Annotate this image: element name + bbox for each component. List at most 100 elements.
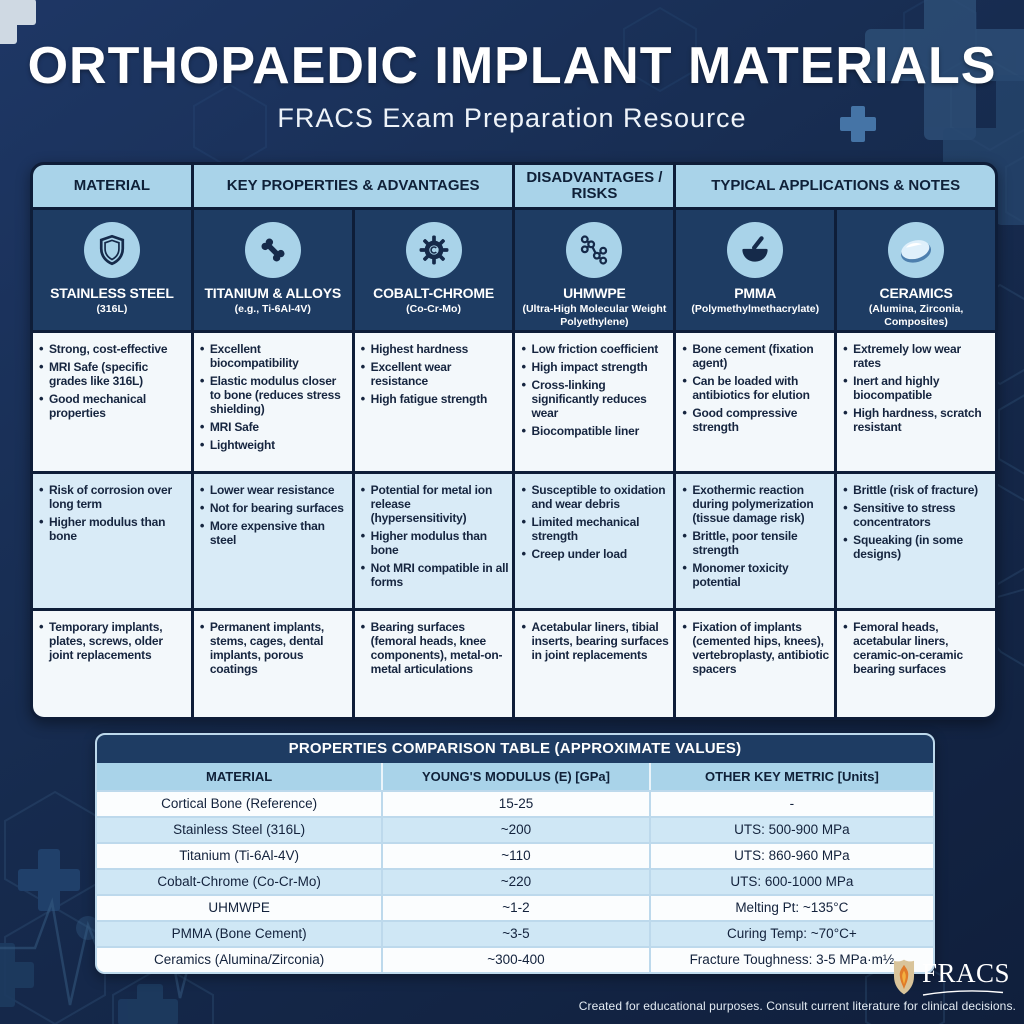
bullet-item: Creep under load (520, 546, 669, 561)
disadvantages-cell-titanium: Lower wear resistance Not for bearing su… (193, 474, 352, 608)
ceramic-stone-icon (888, 222, 945, 278)
cell-material: UHMWPE (208, 900, 270, 915)
disclaimer-text: Created for educational purposes. Consul… (578, 999, 1016, 1013)
bullet-item: High fatigue strength (360, 391, 509, 406)
cell-material: Stainless Steel (316L) (173, 822, 306, 837)
bullet-item: Inert and highly biocompatible (842, 373, 991, 402)
bullet-item: Limited mechanical strength (520, 514, 669, 543)
material-header-uhmwpe: UHMWPE (Ultra-High Molecular Weight Poly… (515, 210, 674, 330)
bullet-item: Higher modulus than bone (38, 514, 187, 543)
material-subtitle: (e.g., Ti-6Al-4V) (234, 303, 311, 316)
bullet-item: Not MRI compatible in all forms (360, 560, 509, 589)
mortar-pestle-icon (727, 222, 784, 278)
advantages-cell-stainless-steel: Strong, cost-effective MRI Safe (specifi… (33, 333, 191, 471)
comparison-table-header-row: MATERIAL YOUNG'S MODULUS (E) [GPa] OTHER… (97, 763, 933, 790)
advantages-cell-titanium: Excellent biocompatibility Elastic modul… (193, 333, 352, 471)
comparison-column-other-metric: OTHER KEY METRIC [Units] (648, 763, 933, 790)
cross-icon (18, 849, 80, 911)
material-name: COBALT-CHROME (373, 285, 494, 301)
column-header-applications: TYPICAL APPLICATIONS & NOTES (676, 165, 995, 207)
column-header-material: MATERIAL (33, 165, 191, 207)
disadvantages-cell-cobalt-chrome: Potential for metal ion release (hyperse… (354, 474, 513, 608)
gear-icon (405, 222, 462, 278)
table-row: PMMA (Bone Cement) ~3-5 Curing Temp: ~70… (97, 920, 933, 946)
shield-icon (83, 222, 140, 278)
cross-icon (118, 984, 178, 1024)
fracs-logo: FRACS (891, 958, 1010, 997)
page-title: ORTHOPAEDIC IMPLANT MATERIALS (27, 37, 997, 95)
material-subtitle: (316L) (96, 303, 128, 316)
material-subtitle: (Polymethylmethacrylate) (691, 303, 820, 316)
advantages-cell-ceramics: Extremely low wear rates Inert and highl… (837, 333, 995, 471)
applications-cell-titanium: Permanent implants, stems, cages, dental… (193, 611, 352, 717)
bullet-item: Potential for metal ion release (hyperse… (360, 482, 509, 525)
column-header-key-properties: KEY PROPERTIES & ADVANTAGES (193, 165, 513, 207)
table-row: Stainless Steel (316L) ~200 UTS: 500-900… (97, 816, 933, 842)
bullet-item: Good mechanical properties (38, 391, 187, 420)
material-header-cobalt-chrome: COBALT-CHROME (Co-Cr-Mo) (354, 210, 513, 330)
bullet-item: Extremely low wear rates (842, 341, 991, 370)
materials-table: MATERIAL KEY PROPERTIES & ADVANTAGES DIS… (30, 162, 998, 720)
fracs-logo-text: FRACS (921, 958, 1010, 988)
cell-other-metric: UTS: 500-900 MPa (648, 818, 933, 842)
cell-other-metric: Curing Temp: ~70°C+ (648, 922, 933, 946)
bullet-item: Elastic modulus closer to bone (reduces … (199, 373, 348, 416)
fracs-crest-icon (893, 959, 914, 995)
bullet-item: Monomer toxicity potential (681, 560, 830, 589)
bullet-item: Lower wear resistance (199, 482, 348, 497)
bullet-item: Excellent wear resistance (360, 359, 509, 388)
bullet-item: Brittle, poor tensile strength (681, 528, 830, 557)
applications-cell-ceramics: Femoral heads, acetabular liners, cerami… (837, 611, 995, 717)
material-name: CERAMICS (879, 285, 953, 301)
comparison-column-youngs-modulus: YOUNG'S MODULUS (E) [GPa] (381, 763, 649, 790)
bullet-item: Sensitive to stress concentrators (842, 500, 991, 529)
applications-cell-pmma: Fixation of implants (cemented hips, kne… (676, 611, 835, 717)
cell-youngs-modulus: 15-25 (381, 792, 649, 816)
material-header-stainless-steel: STAINLESS STEEL (316L) (33, 210, 191, 330)
cell-youngs-modulus: ~3-5 (381, 922, 649, 946)
applications-cell-cobalt-chrome: Bearing surfaces (femoral heads, knee co… (354, 611, 513, 717)
bullet-item: Higher modulus than bone (360, 528, 509, 557)
material-name: UHMWPE (563, 285, 626, 301)
material-name: PMMA (734, 285, 777, 301)
cell-other-metric: UTS: 860-960 MPa (648, 844, 933, 868)
table-row: Titanium (Ti-6Al-4V) ~110 UTS: 860-960 M… (97, 842, 933, 868)
applications-cell-uhmwpe: Acetabular liners, tibial inserts, beari… (515, 611, 674, 717)
bullet-item: Exothermic reaction during polymerizatio… (681, 482, 830, 525)
cross-icon (0, 943, 34, 1007)
comparison-column-material: MATERIAL (206, 769, 273, 784)
cell-material: Ceramics (Alumina/Zirconia) (153, 952, 325, 967)
properties-comparison-table: PROPERTIES COMPARISON TABLE (APPROXIMATE… (95, 733, 935, 974)
bullet-item: MRI Safe (199, 419, 348, 434)
page-subtitle: FRACS Exam Preparation Resource (277, 103, 747, 133)
column-header-disadvantages: DISADVANTAGES / RISKS (515, 165, 674, 207)
bullet-item: Bearing surfaces (femoral heads, knee co… (360, 619, 509, 676)
material-name: TITANIUM & ALLOYS (204, 285, 342, 301)
fracs-wordmark: FRACS (922, 958, 1010, 997)
bullet-item: Strong, cost-effective (38, 341, 187, 356)
bullet-item: Not for bearing surfaces (199, 500, 348, 515)
cell-other-metric: Fracture Toughness: 3-5 MPa·m½ (648, 948, 933, 972)
table-row: UHMWPE ~1-2 Melting Pt: ~135°C (97, 894, 933, 920)
cell-youngs-modulus: ~300-400 (381, 948, 649, 972)
applications-cell-stainless-steel: Temporary implants, plates, screws, olde… (33, 611, 191, 717)
bullet-item: Cross-linking significantly reduces wear (520, 377, 669, 420)
cell-material: Titanium (Ti-6Al-4V) (179, 848, 299, 863)
cell-material: Cobalt-Chrome (Co-Cr-Mo) (157, 874, 321, 889)
table-row: Ceramics (Alumina/Zirconia) ~300-400 Fra… (97, 946, 933, 972)
bullet-item: High hardness, scratch resistant (842, 405, 991, 434)
disadvantages-cell-uhmwpe: Susceptible to oxidation and wear debris… (515, 474, 674, 608)
bullet-item: Highest hardness (360, 341, 509, 356)
bullet-item: Acetabular liners, tibial inserts, beari… (520, 619, 669, 662)
bullet-item: Risk of corrosion over long term (38, 482, 187, 511)
table-row: Cobalt-Chrome (Co-Cr-Mo) ~220 UTS: 600-1… (97, 868, 933, 894)
bullet-item: Squeaking (in some designs) (842, 532, 991, 561)
bone-icon (244, 222, 301, 278)
bullet-item: Femoral heads, acetabular liners, cerami… (842, 619, 991, 676)
cell-youngs-modulus: ~220 (381, 870, 649, 894)
bullet-item: High impact strength (520, 359, 669, 374)
cell-youngs-modulus: ~110 (381, 844, 649, 868)
bullet-item: Permanent implants, stems, cages, dental… (199, 619, 348, 676)
disadvantages-cell-stainless-steel: Risk of corrosion over long term Higher … (33, 474, 191, 608)
